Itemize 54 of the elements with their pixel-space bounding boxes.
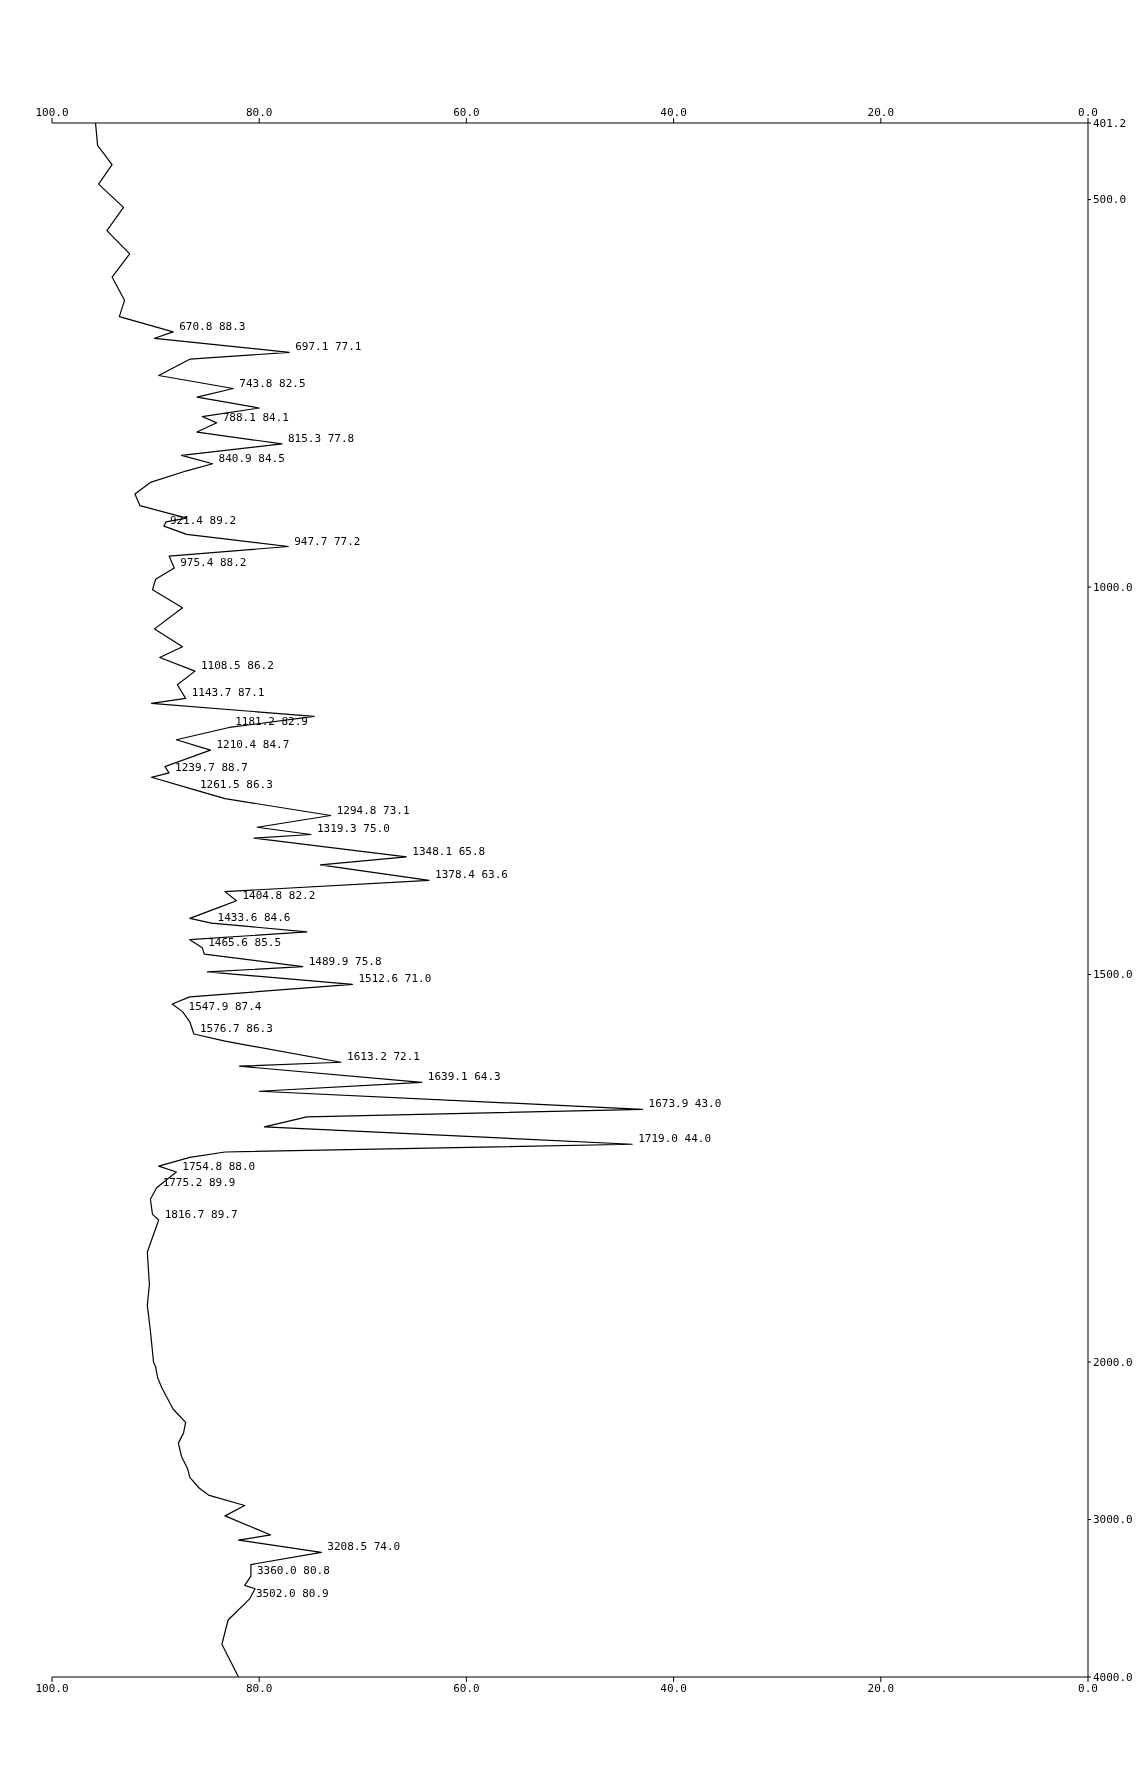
x-tick-label: 60.0: [453, 106, 480, 119]
x-tick-label: 40.0: [660, 1681, 687, 1695]
annotation: 1512.6 71.0: [358, 972, 432, 986]
y-tick-label: 3000.0: [1093, 1513, 1133, 1527]
annotation: 1775.2 89.9: [162, 1175, 236, 1189]
x-tick-label: 80.0: [245, 1681, 273, 1695]
annotation: 3502.0 80.9: [255, 1586, 329, 1600]
annotation: 1639.1 64.3: [427, 1070, 501, 1084]
annotation: 1576.7 86.3: [199, 1021, 273, 1035]
annotation: 670.8 88.3: [179, 319, 246, 333]
annotation: 743.8 82.5: [239, 376, 306, 390]
annotation: 1108.5 86.2: [200, 659, 274, 673]
annotation: 1613.2 72.1: [347, 1050, 420, 1064]
annotation: 1754.8 88.0: [182, 1159, 256, 1173]
annotation: 1210.4 84.7: [216, 738, 290, 752]
x-tick-label: 60.0: [453, 1681, 480, 1695]
annotation: 1348.1 65.8: [412, 844, 486, 858]
y-tick-label: 2000.0: [1093, 1355, 1133, 1369]
y-tick-label: 500.0: [1093, 193, 1127, 207]
x-tick-label: 0.0: [1078, 106, 1098, 119]
y-tick-label: 1500.0: [1093, 968, 1133, 982]
annotation: 1465.6 85.5: [208, 935, 282, 949]
x-tick-label: 20.0: [867, 106, 895, 119]
annotation: 1378.4 63.6: [435, 868, 508, 882]
annotation: 815.3 77.8: [287, 431, 355, 445]
annotation: 1547.9 87.4: [188, 999, 262, 1013]
annotation: 1261.5 86.3: [199, 777, 273, 791]
x-tick-label: 40.0: [660, 106, 687, 119]
annotation: 975.4 88.2: [180, 555, 247, 569]
annotation: 1719.0 44.0: [638, 1132, 712, 1146]
annotation: 1816.7 89.7: [164, 1207, 238, 1221]
x-tick-label: 100.0: [35, 1681, 69, 1695]
annotation: 921.4 89.2: [169, 514, 237, 528]
annotation: 1239.7 88.7: [175, 760, 248, 774]
annotation: 3360.0 80.8: [256, 1564, 330, 1578]
annotation: 1404.8 82.2: [242, 888, 316, 902]
annotation: 1673.9 43.0: [648, 1097, 722, 1111]
x-tick-label: 0.0: [1078, 1681, 1098, 1695]
annotation: 1143.7 87.1: [191, 686, 265, 700]
x-tick-label: 80.0: [245, 106, 273, 119]
annotation: 1489.9 75.8: [308, 954, 382, 968]
annotation: 697.1 77.1: [295, 340, 362, 354]
annotation: 1294.8 73.1: [336, 803, 410, 817]
annotation: 3208.5 74.0: [327, 1540, 401, 1554]
y-tick-label: 401.2: [1093, 116, 1127, 130]
x-tick-label: 100.0: [35, 106, 69, 119]
annotation: 1433.6 84.6: [217, 911, 291, 925]
x-tick-label: 20.0: [867, 1681, 895, 1695]
y-tick-label: 1000.0: [1093, 580, 1133, 594]
annotation: 840.9 84.5: [218, 451, 285, 465]
y-tick-label: 4000.0: [1093, 1670, 1133, 1684]
annotation: 1319.3 75.0: [317, 822, 390, 836]
annotation: 947.7 77.2: [294, 534, 361, 548]
annotation: 788.1 84.1: [222, 410, 289, 424]
